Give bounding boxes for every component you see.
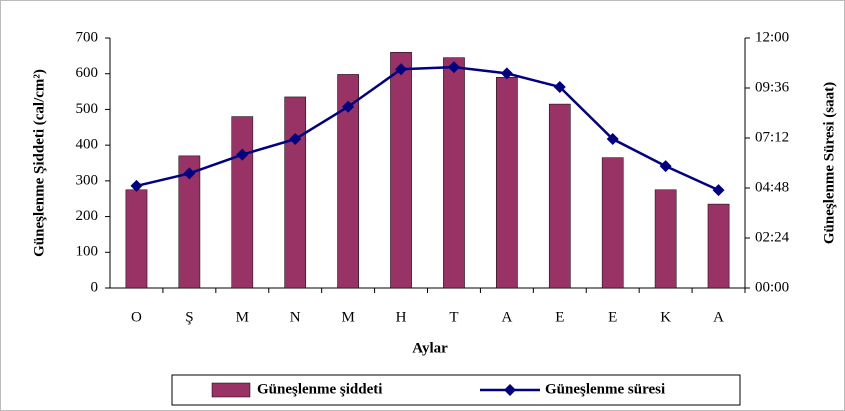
bar xyxy=(337,74,359,289)
bar xyxy=(178,155,201,289)
line-marker xyxy=(606,133,619,146)
line-marker xyxy=(447,61,460,74)
x-tick-label: Ş xyxy=(185,309,193,325)
x-tick-label: E xyxy=(608,309,617,325)
bar xyxy=(496,77,518,289)
bar xyxy=(284,96,307,289)
line xyxy=(136,65,720,192)
x-tick-label: K xyxy=(660,309,671,325)
x-tick-label: A xyxy=(713,309,724,325)
y2-tick-label: 04:48 xyxy=(755,179,789,195)
y-tick-label: 500 xyxy=(76,101,99,117)
y2-axis-label: Güneşlenme Süresi (saat) xyxy=(821,82,837,244)
bar xyxy=(443,57,465,289)
y2-tick-label: 09:36 xyxy=(755,79,790,95)
x-tick-label: M xyxy=(341,309,354,325)
y2-tick-label: 07:12 xyxy=(755,129,789,145)
y-tick-label: 700 xyxy=(76,29,99,45)
line-marker xyxy=(183,167,196,180)
legend-label: Güneşlenme şiddeti xyxy=(257,381,382,397)
x-tick-label: O xyxy=(131,309,142,325)
bar xyxy=(548,103,571,289)
legend-box xyxy=(171,374,741,406)
line-marker xyxy=(289,133,302,146)
y-tick-label: 0 xyxy=(91,279,99,295)
x-tick-label: A xyxy=(501,309,512,325)
bar xyxy=(125,189,148,289)
x-tick-label: H xyxy=(396,309,407,325)
y-tick-label: 300 xyxy=(76,172,99,188)
y-tick-label: 100 xyxy=(76,244,99,260)
line-marker xyxy=(712,184,725,197)
x-tick-label: M xyxy=(236,309,249,325)
y-tick-label: 400 xyxy=(76,137,99,153)
x-tick-label: N xyxy=(290,309,301,325)
y2-tick-label: 00:00 xyxy=(755,279,789,295)
y-axis-label: Güneşlenme Şiddeti (cal/cm²) xyxy=(31,69,47,257)
bar xyxy=(654,189,677,289)
line-marker xyxy=(500,67,513,80)
y2-tick-label: 02:24 xyxy=(755,229,790,245)
bar xyxy=(707,203,730,289)
legend-swatch xyxy=(504,384,516,396)
line-marker xyxy=(342,100,355,113)
line-marker xyxy=(395,63,408,76)
y2-tick-label: 12:00 xyxy=(755,29,789,45)
line-marker xyxy=(553,80,566,93)
bar xyxy=(390,52,412,289)
y-tick-label: 600 xyxy=(76,65,99,81)
line-marker xyxy=(659,160,672,173)
x-axis-label: Aylar xyxy=(412,340,448,356)
legend-label: Güneşlenme süresi xyxy=(545,381,665,397)
y-tick-label: 200 xyxy=(76,208,99,224)
bar xyxy=(601,157,624,289)
line-marker xyxy=(236,148,249,161)
x-tick-label: E xyxy=(555,309,564,325)
x-tick-label: T xyxy=(449,309,458,325)
legend-swatch xyxy=(211,382,251,398)
line-marker xyxy=(130,179,143,192)
bar xyxy=(231,116,254,289)
